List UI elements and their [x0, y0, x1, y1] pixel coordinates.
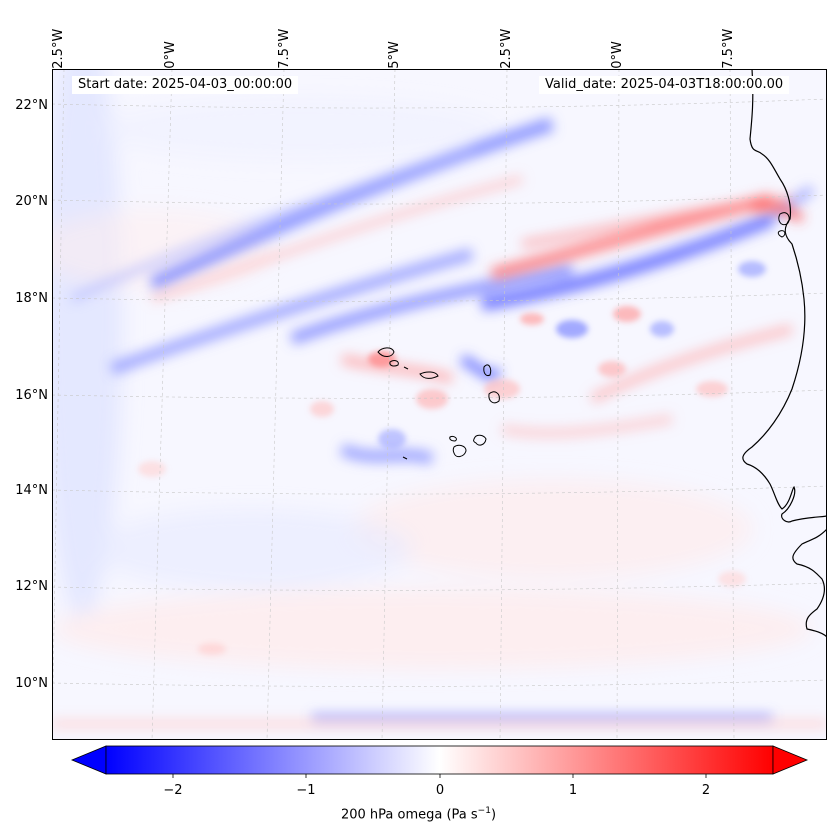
background-tints — [52, 69, 812, 669]
colorbar-tick-label: −2 — [163, 783, 183, 798]
colorbar — [70, 745, 809, 778]
colorbar-high-extend — [772, 745, 809, 775]
colorbar-tick-label: 0 — [435, 783, 445, 798]
omega-field-svg — [52, 69, 827, 740]
africa-coastline — [742, 69, 827, 523]
colorbar-label-text: 200 hPa omega (Pa s — [340, 807, 478, 823]
lat-label-20n: 20°N — [15, 194, 48, 209]
colorbar-low-extend — [70, 745, 107, 775]
colorbar-tick-label: −1 — [296, 783, 316, 798]
blue-bands — [70, 117, 815, 722]
omega-field-map — [52, 69, 827, 740]
lat-label-14n: 14°N — [15, 483, 48, 498]
colorbar-gradient — [105, 745, 774, 775]
start-date-label: Start date: 2025-04-03_00:00:00 — [72, 76, 299, 94]
coastal-islands — [777, 212, 790, 238]
lat-label-22n: 22°N — [15, 98, 48, 113]
lat-label-18n: 18°N — [15, 291, 48, 306]
colorbar-label-exponent: −1 — [477, 806, 491, 816]
colorbar-label-suffix: ) — [490, 807, 497, 823]
lat-label-12n: 12°N — [15, 579, 48, 594]
colorbar-tick-marks — [172, 774, 707, 778]
lat-label-10n: 10°N — [15, 676, 48, 691]
gridlines — [52, 69, 827, 740]
valid-date-label: Valid_date: 2025-04-03T18:00:00.00 — [539, 76, 790, 94]
cape-verde-islands — [377, 347, 500, 460]
colorbar-tick-label: 2 — [701, 783, 711, 798]
colorbar-tick-label: 1 — [568, 783, 578, 798]
lat-label-16n: 16°N — [15, 388, 48, 403]
scattered-features — [138, 261, 766, 655]
colorbar-label: 200 hPa omega (Pa s−1) — [0, 806, 837, 822]
red-bands — [52, 175, 827, 729]
africa-coastline-south — [792, 528, 827, 638]
